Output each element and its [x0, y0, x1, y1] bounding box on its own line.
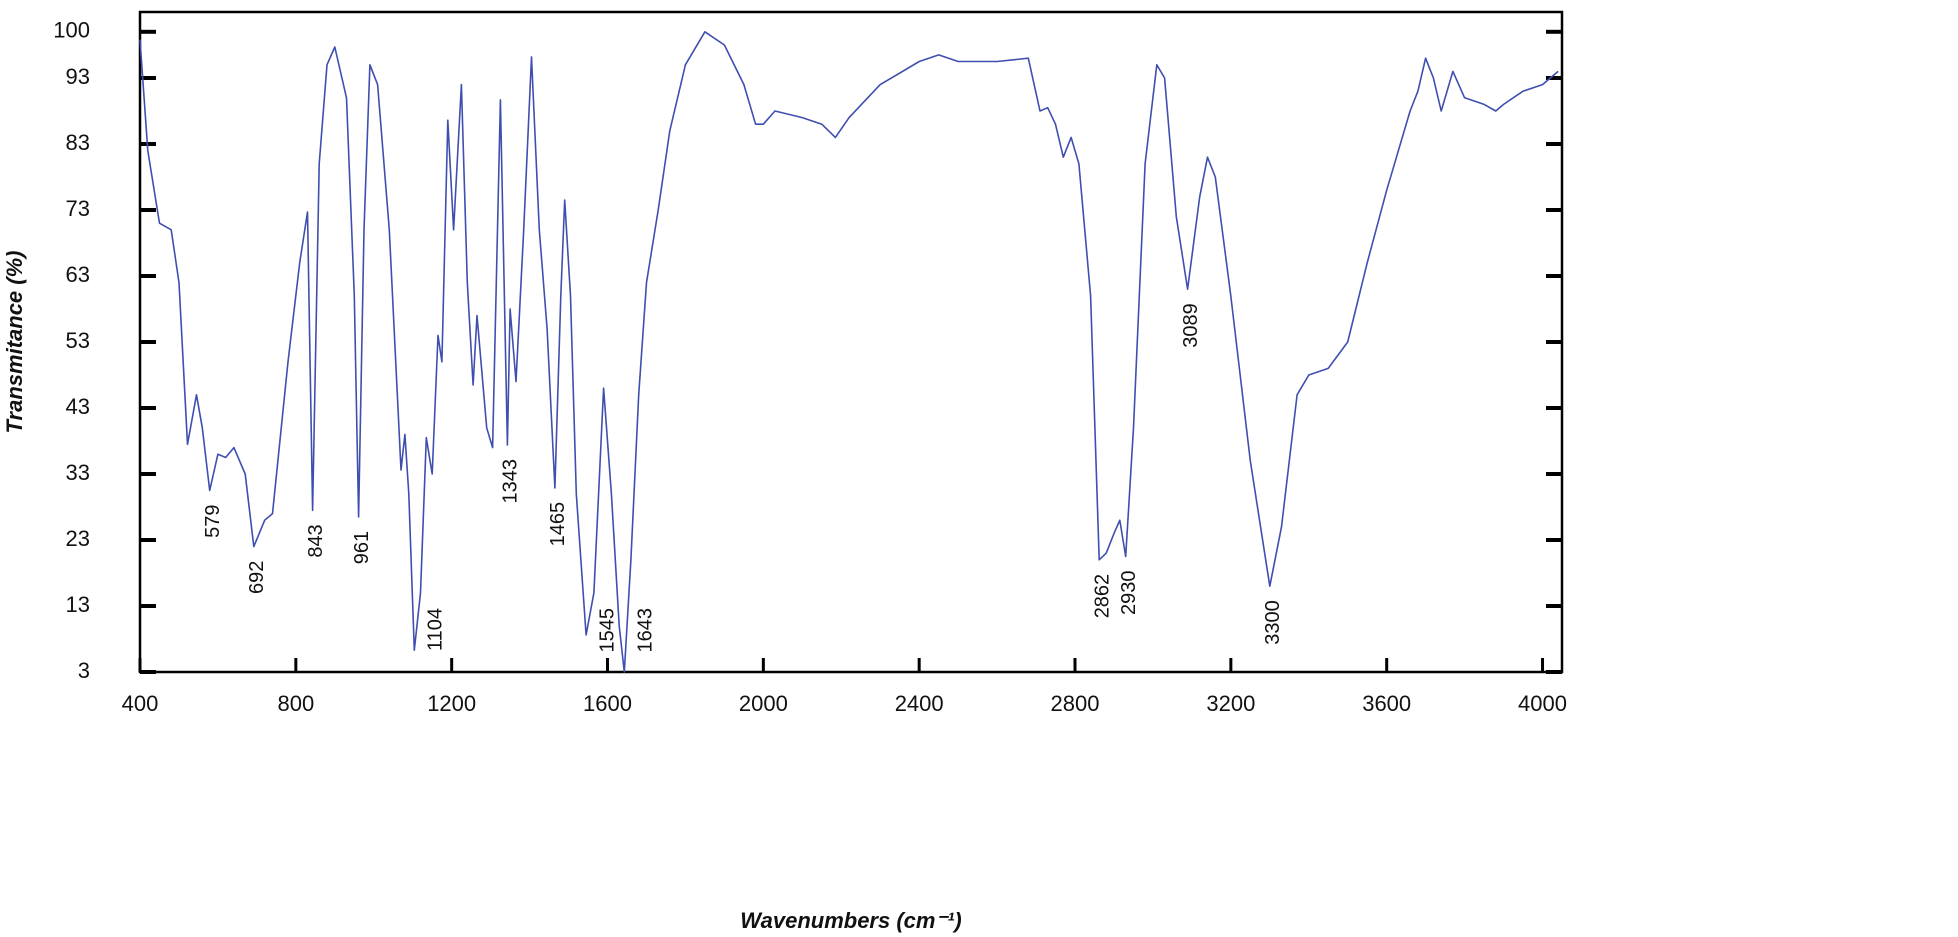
x-tick-label: 2000	[739, 691, 788, 716]
peak-label: 1343	[500, 459, 522, 504]
x-tick-label: 800	[277, 691, 314, 716]
peak-label: 843	[305, 524, 327, 557]
x-axis-title: Wavenumbers (cm⁻¹)	[740, 908, 961, 933]
peak-label: 579	[202, 505, 224, 538]
y-tick-label: 23	[66, 526, 90, 551]
y-tick-label: 33	[66, 460, 90, 485]
y-tick-label: 63	[66, 262, 90, 287]
y-tick-label: 43	[66, 394, 90, 419]
y-tick-label: 83	[66, 130, 90, 155]
peak-label: 692	[246, 561, 268, 594]
x-tick-label: 3600	[1362, 691, 1411, 716]
y-tick-label: 100	[53, 18, 90, 43]
peak-label: 3089	[1180, 303, 1202, 348]
peak-label: 3300	[1262, 600, 1284, 645]
y-axis-title: Transmitance (%)	[2, 251, 27, 434]
peak-label: 2930	[1118, 571, 1140, 616]
x-tick-label: 2400	[895, 691, 944, 716]
y-tick-label: 3	[78, 658, 90, 683]
y-tick-label: 93	[66, 64, 90, 89]
y-tick-label: 13	[66, 592, 90, 617]
x-tick-label: 3200	[1206, 691, 1255, 716]
x-tick-label: 4000	[1518, 691, 1567, 716]
peak-label: 1465	[547, 502, 569, 547]
x-tick-label: 1200	[427, 691, 476, 716]
peak-label: 1643	[635, 608, 657, 653]
spectrum-line	[139, 31, 1559, 673]
y-tick-label: 73	[66, 196, 90, 221]
x-tick-label: 2800	[1051, 691, 1100, 716]
peak-label: 2862	[1091, 574, 1113, 619]
x-tick-label: 400	[122, 691, 159, 716]
plot-frame	[138, 10, 1564, 674]
peak-label: 1545	[596, 608, 618, 653]
peak-label: 1104	[425, 608, 447, 651]
y-tick-label: 53	[66, 328, 90, 353]
peak-label: 961	[351, 531, 373, 564]
x-tick-label: 1600	[583, 691, 632, 716]
